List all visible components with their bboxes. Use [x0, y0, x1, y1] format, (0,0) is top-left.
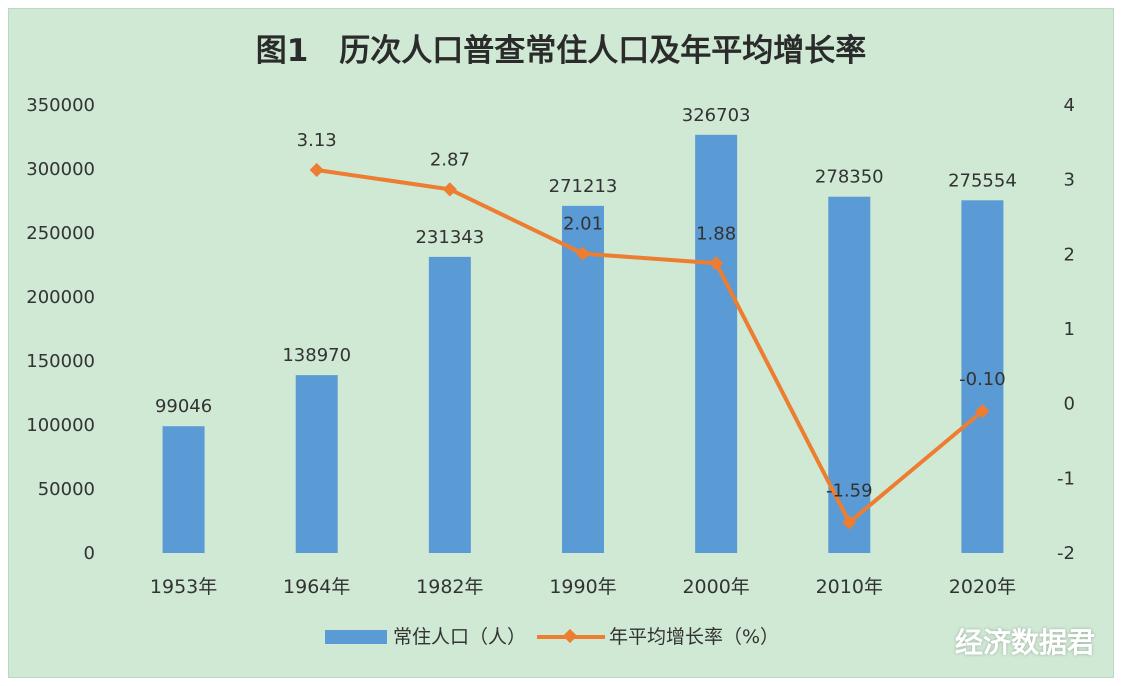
bar-data-label: 231343 — [415, 227, 484, 248]
bar-data-label: 278350 — [815, 167, 884, 188]
x-tick-label: 1964年 — [283, 576, 350, 598]
watermark: 经济数据君 — [954, 626, 1095, 659]
legend-bar-label: 常住人口（人） — [393, 626, 526, 648]
line-labels: 3.13 2.87 2.01 1.88 -1.59 -0.10 — [297, 130, 1006, 501]
x-tick-label: 2000年 — [682, 576, 749, 598]
legend: 常住人口（人） 年平均增长率（%） — [325, 626, 779, 648]
bar — [428, 256, 471, 553]
line-marker — [975, 404, 990, 419]
right-tick-label: 0 — [1064, 394, 1075, 415]
x-tick-label: 2010年 — [816, 576, 883, 598]
right-tick-label: 1 — [1064, 319, 1075, 340]
line-data-label: 2.01 — [563, 214, 603, 235]
line-marker — [709, 256, 724, 271]
right-tick-label: -2 — [1057, 543, 1075, 564]
right-tick-label: -1 — [1057, 468, 1075, 489]
x-tick-label: 2020年 — [949, 576, 1016, 598]
chart-frame: 图1 历次人口普查常住人口及年平均增长率 0 50000 100000 150000 2… — [8, 8, 1114, 678]
line-marker — [442, 182, 457, 197]
right-tick-label: 2 — [1064, 244, 1075, 265]
left-axis: 0 50000 100000 150000 200000 250000 300000 3500… — [26, 95, 95, 564]
bar — [562, 205, 604, 554]
bar-data-label: 326703 — [682, 105, 751, 126]
bar-data-label: 138970 — [282, 345, 351, 366]
line-marker — [575, 246, 591, 261]
left-tick-label: 300000 — [26, 159, 95, 180]
line-marker — [842, 515, 857, 530]
line-data-label: 1.88 — [696, 223, 736, 244]
bar-data-label: 275554 — [948, 170, 1017, 191]
left-tick-label: 50000 — [38, 479, 95, 500]
bar-labels: 99046 138970 231343 271213 326703 278350 27555… — [155, 105, 1017, 417]
bar-data-label: 271213 — [549, 176, 618, 197]
combo-chart: 图1 历次人口普查常住人口及年平均增长率 0 50000 100000 150000 2… — [26, 33, 1075, 648]
left-tick-label: 350000 — [26, 95, 95, 116]
bar — [695, 134, 738, 553]
legend-line-marker — [562, 628, 578, 644]
bar-data-label: 99046 — [155, 396, 212, 417]
bar — [295, 375, 338, 553]
legend-line-label: 年平均增长率（%） — [609, 626, 779, 648]
bar-series — [162, 134, 1004, 554]
x-tick-label: 1982年 — [416, 576, 483, 598]
bar — [961, 200, 1004, 553]
left-tick-label: 250000 — [26, 223, 95, 244]
line-data-label: 2.87 — [430, 149, 470, 170]
growth-line — [316, 167, 984, 525]
bar — [162, 426, 205, 553]
left-tick-label: 150000 — [26, 351, 95, 372]
line-data-label: -0.10 — [959, 369, 1006, 390]
left-tick-label: 0 — [84, 543, 95, 564]
x-tick-label: 1990年 — [549, 576, 616, 598]
right-tick-label: 3 — [1064, 170, 1075, 191]
line-data-label: -1.59 — [826, 480, 873, 501]
x-tick-label: 1953年 — [150, 576, 217, 598]
left-tick-label: 200000 — [26, 287, 95, 308]
right-axis: -2 -1 0 1 2 3 4 — [1057, 95, 1075, 564]
legend-bar-swatch — [325, 630, 387, 644]
right-tick-label: 4 — [1064, 95, 1075, 116]
line-marker — [309, 162, 324, 178]
left-tick-label: 100000 — [26, 415, 95, 436]
line-data-label: 3.13 — [297, 130, 337, 151]
chart-title: 图1 历次人口普查常住人口及年平均增长率 — [256, 33, 867, 69]
x-axis: 1953年 1964年 1982年 1990年 2000年 2010年 2020年 — [150, 576, 1016, 598]
line-series — [309, 162, 990, 530]
